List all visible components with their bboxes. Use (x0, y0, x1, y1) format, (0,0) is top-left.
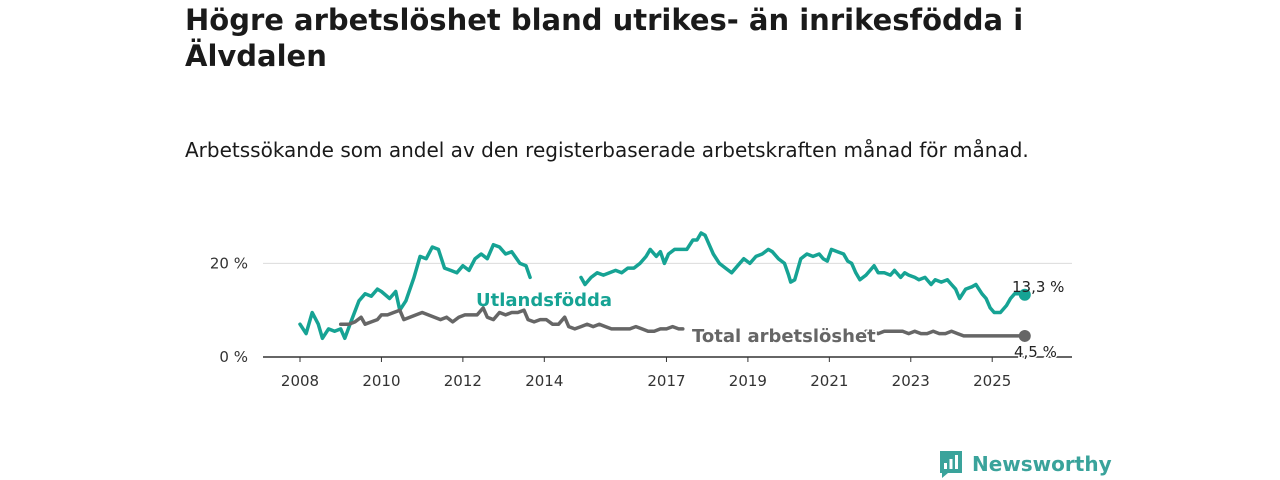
x-tick-label: 2017 (647, 372, 685, 390)
x-tick-label: 2008 (281, 372, 319, 390)
x-tick-label: 2014 (525, 372, 563, 390)
chart-subtitle: Arbetssökande som andel av den registerb… (185, 138, 1029, 162)
series-line-total (338, 306, 1027, 338)
series-line-utlandsfodda (298, 231, 1027, 341)
end-label-utlandsfodda: 13,3 % (1012, 278, 1064, 296)
x-tick-label: 2021 (810, 372, 848, 390)
x-tick-label: 2025 (973, 372, 1011, 390)
series-end-dot-utlandsfodda (1018, 288, 1031, 301)
y-tick-label: 0 % (219, 348, 248, 366)
chart-title: Högre arbetslöshet bland utrikes- än inr… (185, 3, 1024, 73)
brand-logo: Newsworthy (938, 448, 1112, 480)
x-tick-label: 2023 (892, 372, 930, 390)
series-end-dot-total (1018, 329, 1031, 342)
y-tick-label: 20 % (210, 254, 248, 272)
x-tick-label: 2010 (362, 372, 400, 390)
series-label-total: Total arbetslöshet (692, 326, 876, 347)
x-tick-label: 2019 (729, 372, 767, 390)
series-label-utlandsfodda: Utlandsfödda (476, 290, 612, 311)
x-tick-label: 2012 (444, 372, 482, 390)
end-label-total: 4,5 % (1014, 343, 1057, 361)
brand-name: Newsworthy (972, 452, 1112, 476)
newsworthy-logo-icon (940, 451, 962, 478)
